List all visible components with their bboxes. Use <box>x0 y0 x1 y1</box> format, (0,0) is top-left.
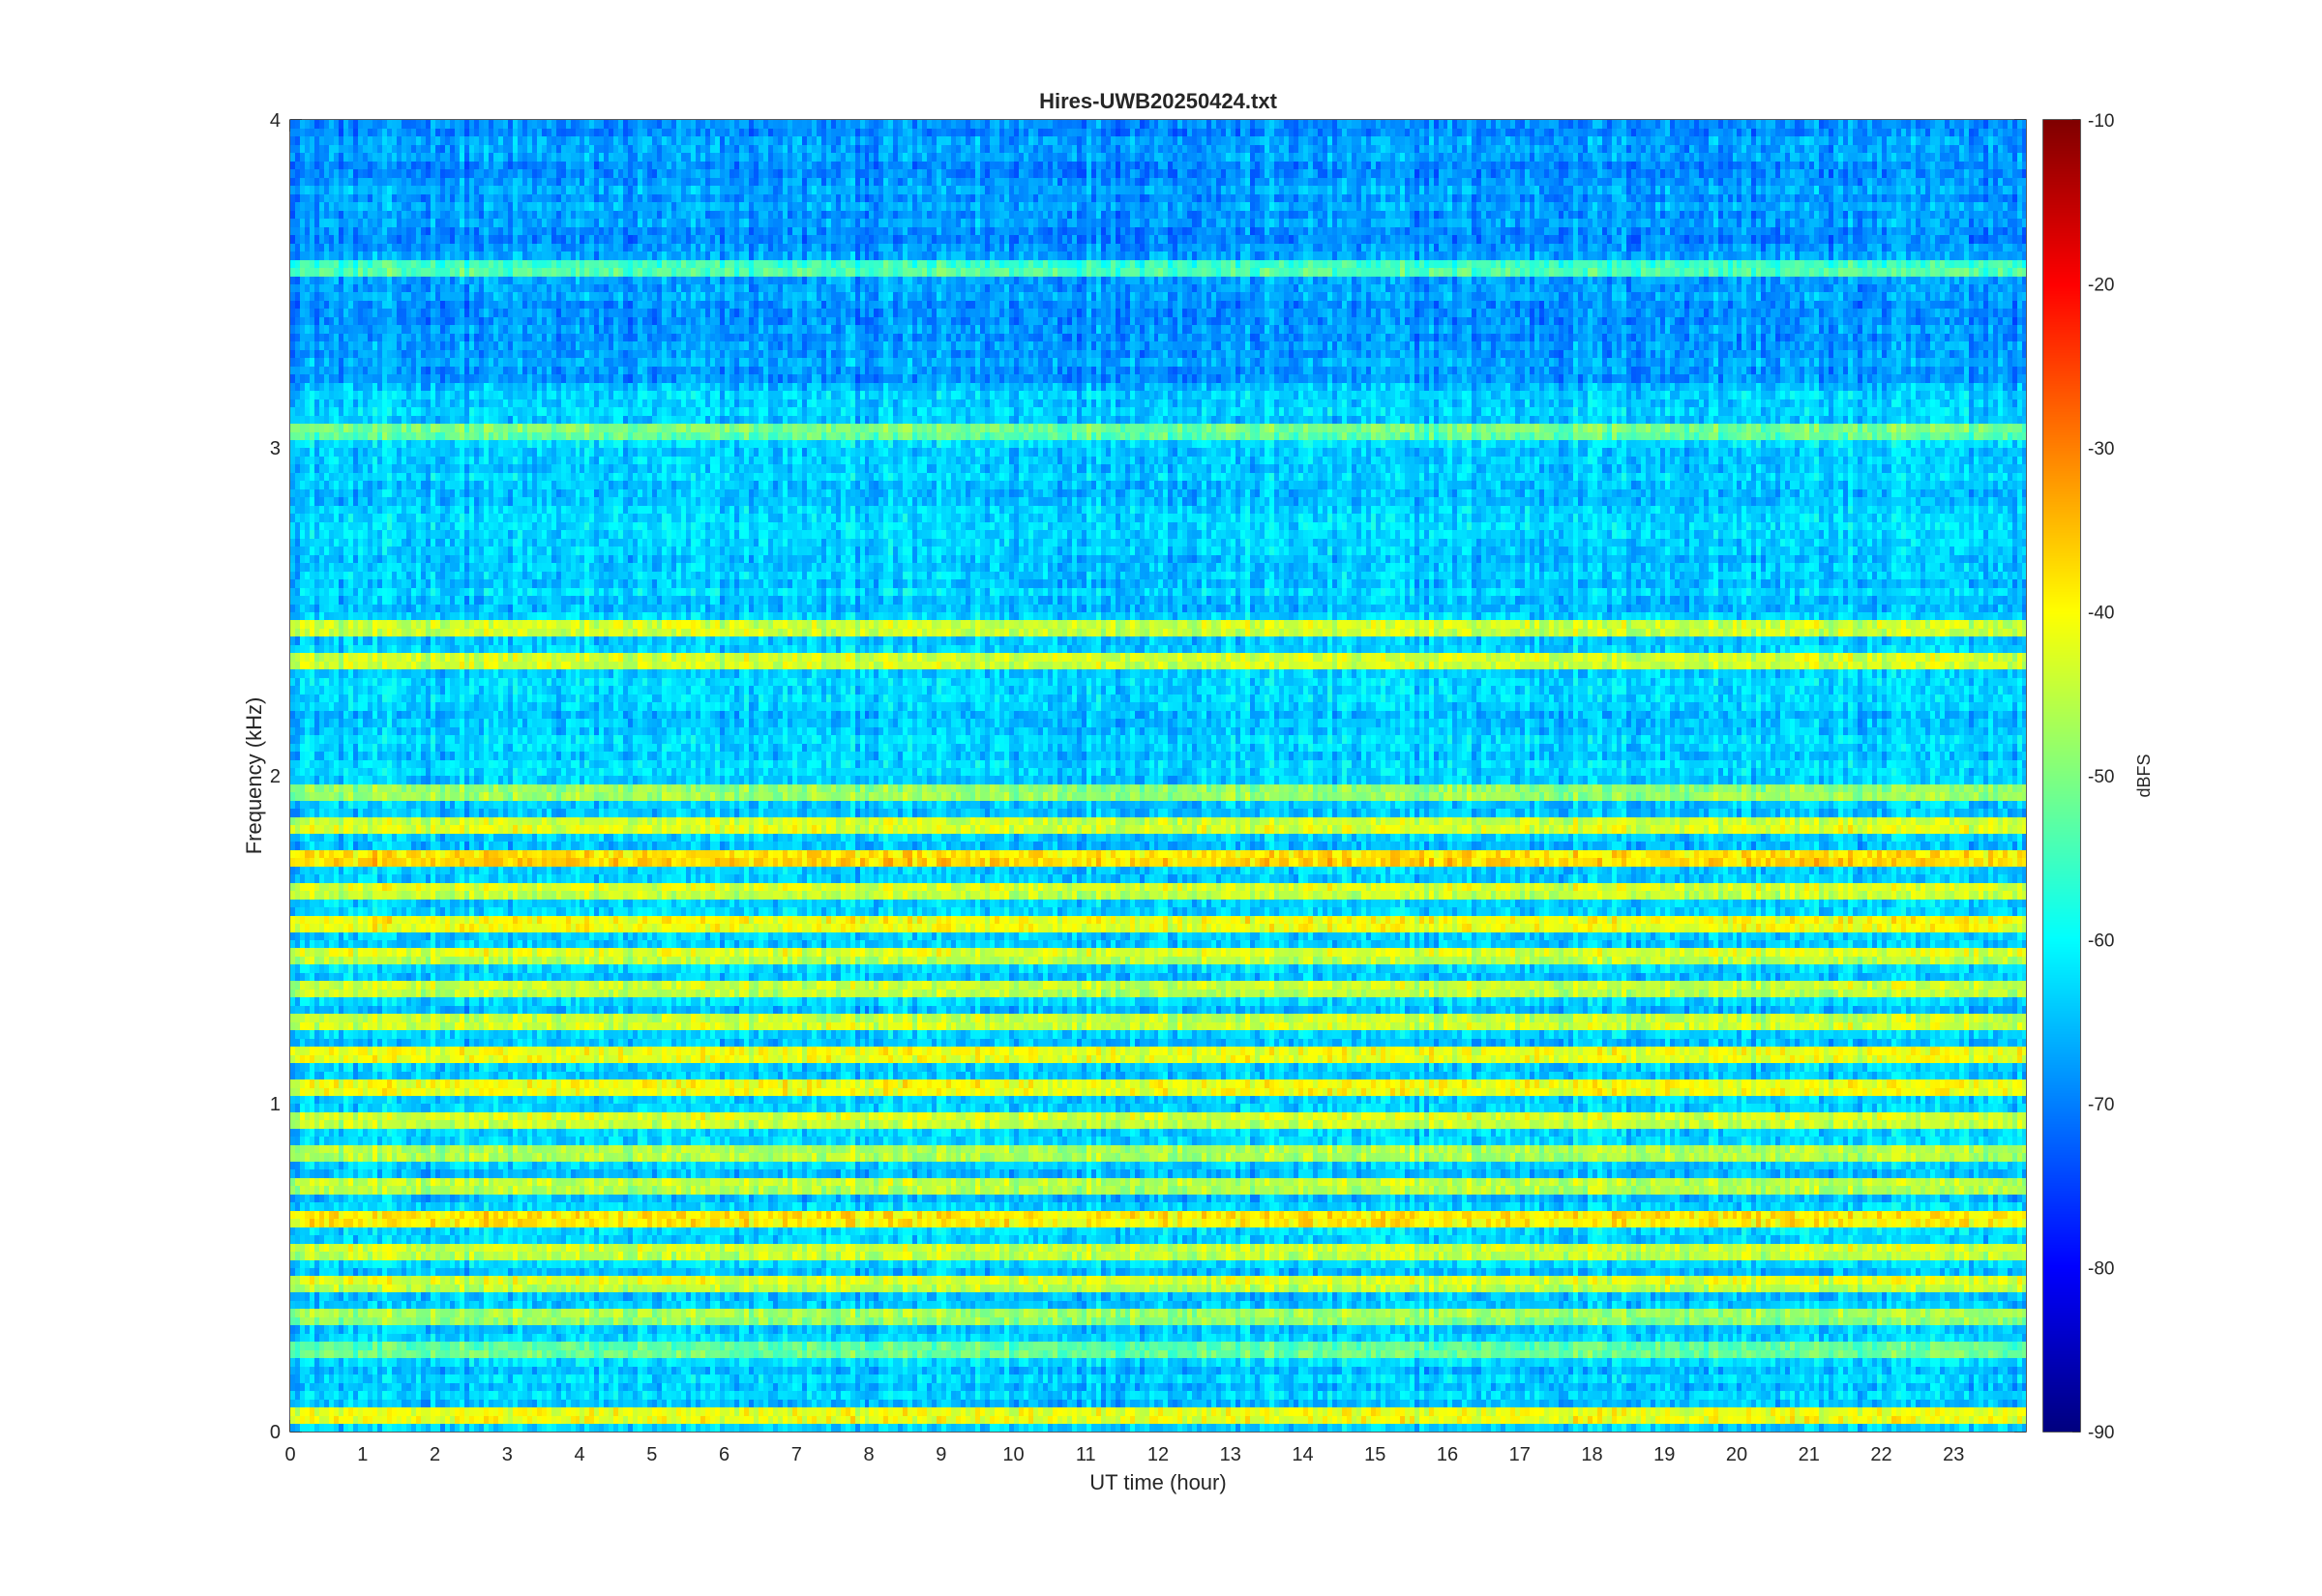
x-tick-label: 7 <box>791 1444 802 1465</box>
x-tick-label: 18 <box>1581 1444 1602 1465</box>
x-tick-label: 9 <box>936 1444 946 1465</box>
colorbar <box>2043 120 2080 1432</box>
x-tick-label: 17 <box>1509 1444 1531 1465</box>
x-tick-label: 20 <box>1726 1444 1747 1465</box>
x-tick-label: 22 <box>1870 1444 1891 1465</box>
colorbar-tick-label: -60 <box>2088 931 2114 952</box>
x-tick-label: 3 <box>502 1444 513 1465</box>
x-tick-label: 1 <box>357 1444 368 1465</box>
colorbar-tick-label: -50 <box>2088 767 2114 787</box>
y-tick-label: 0 <box>270 1422 281 1443</box>
colorbar-tick-label: -70 <box>2088 1095 2114 1115</box>
x-tick-label: 10 <box>1002 1444 1024 1465</box>
x-tick-label: 4 <box>574 1444 584 1465</box>
x-tick-label: 14 <box>1292 1444 1313 1465</box>
x-tick-label: 12 <box>1147 1444 1169 1465</box>
x-axis-label: UT time (hour) <box>1089 1470 1226 1494</box>
x-tick-label: 16 <box>1437 1444 1458 1465</box>
colorbar-tick-label: -30 <box>2088 439 2114 459</box>
y-axis-label: Frequency (kHz) <box>242 697 266 855</box>
x-tick-label: 15 <box>1364 1444 1385 1465</box>
colorbar-tick-label: -80 <box>2088 1259 2114 1280</box>
x-tick-label: 6 <box>719 1444 729 1465</box>
x-tick-label: 11 <box>1076 1444 1096 1465</box>
y-tick-label: 3 <box>270 438 281 459</box>
colorbar-tick-label: -40 <box>2088 604 2114 624</box>
x-tick-label: 19 <box>1653 1444 1675 1465</box>
colorbar-tick-label: -10 <box>2088 111 2114 132</box>
x-tick-label: 23 <box>1943 1444 1964 1465</box>
y-tick-label: 1 <box>270 1094 281 1115</box>
x-tick-label: 2 <box>430 1444 440 1465</box>
y-tick-label: 4 <box>270 110 281 132</box>
spectrogram-image <box>290 120 2026 1432</box>
chart-title: Hires-UWB20250424.txt <box>1039 89 1277 113</box>
x-tick-label: 13 <box>1220 1444 1241 1465</box>
x-tick-label: 8 <box>863 1444 874 1465</box>
x-tick-label: 21 <box>1799 1444 1820 1465</box>
x-tick-label: 0 <box>284 1444 295 1465</box>
x-tick-label: 5 <box>646 1444 657 1465</box>
colorbar-tick-label: -90 <box>2088 1423 2114 1443</box>
colorbar-tick-label: -20 <box>2088 276 2114 296</box>
y-tick-label: 2 <box>270 766 281 787</box>
colorbar-label: dBFS <box>2134 754 2154 797</box>
